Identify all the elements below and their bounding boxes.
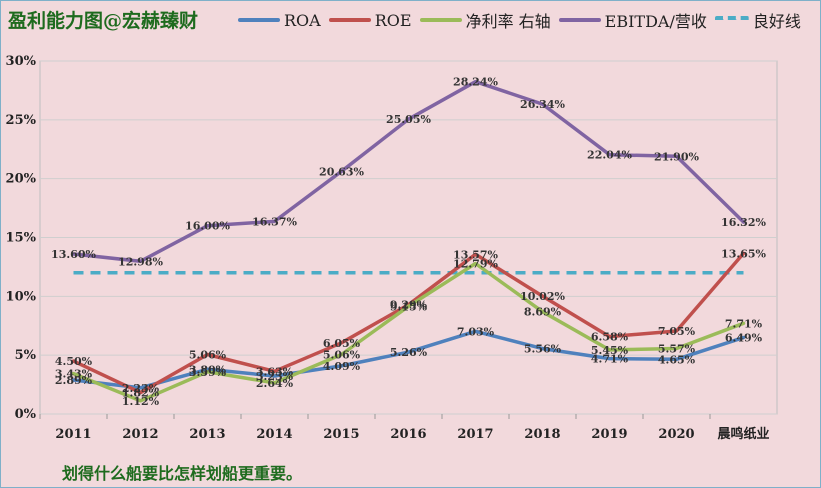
data-label: 3.43% xyxy=(55,368,93,381)
x-tick-label: 2012 xyxy=(122,427,158,442)
series-lines xyxy=(71,79,746,403)
footer-quote: 划得什么船要比怎样划船更重要。 xyxy=(62,464,303,483)
data-label: 25.05% xyxy=(386,113,431,126)
legend-item-roa: ROA xyxy=(238,11,321,30)
x-tick-label: 2019 xyxy=(591,427,627,442)
data-label: 3.63% xyxy=(256,365,294,378)
data-label: 16.00% xyxy=(185,220,230,233)
x-tick-label: 2014 xyxy=(256,427,292,442)
legend-item-net-margin: 净利率 右轴 xyxy=(419,8,551,32)
data-label: 6.05% xyxy=(323,337,361,350)
data-label: 2.89% xyxy=(55,374,93,387)
y-tick-label: 30% xyxy=(6,54,37,69)
data-label: 16.32% xyxy=(721,216,766,229)
data-label: 1.82% xyxy=(122,387,160,400)
roa-line xyxy=(71,329,746,390)
data-label: 12.79% xyxy=(453,258,498,271)
legend-label-good-line: 良好线 xyxy=(752,12,801,31)
data-label: 5.06% xyxy=(189,348,227,361)
x-tick-label: 2016 xyxy=(390,427,426,442)
data-label: 3.23% xyxy=(256,370,294,383)
data-label: 13.65% xyxy=(721,247,766,260)
data-label: 1.12% xyxy=(122,395,160,408)
legend-swatch-roe xyxy=(328,18,371,22)
ebitda-line xyxy=(71,79,746,264)
legend-swatch-net-margin xyxy=(419,18,462,22)
data-label: 10.02% xyxy=(520,290,565,303)
data-label: 13.60% xyxy=(51,248,96,261)
legend-label-roe: ROE xyxy=(374,10,412,30)
legend-item-roe: ROE xyxy=(328,10,412,30)
data-label: 4.65% xyxy=(658,353,696,366)
data-label: 6.49% xyxy=(725,332,763,345)
data-label: 9.15% xyxy=(390,300,428,313)
data-label: 3.80% xyxy=(189,363,227,376)
data-label: 5.26% xyxy=(390,346,428,359)
legend-swatch-good-line xyxy=(714,16,749,24)
data-label: 8.69% xyxy=(524,306,562,319)
legend-swatch-ebitda xyxy=(558,18,601,22)
x-tick-label: 2015 xyxy=(323,427,359,442)
legend-label-ebitda: EBITDA/营收 xyxy=(604,12,707,31)
data-label: 28.24% xyxy=(453,76,498,89)
y-tick-label: 20% xyxy=(6,172,37,187)
data-label: 13.57% xyxy=(453,248,498,261)
data-label: 21.90% xyxy=(654,150,699,163)
data-label: 4.09% xyxy=(323,360,361,373)
data-label: 4.71% xyxy=(591,353,629,366)
data-label: 5.45% xyxy=(591,344,629,357)
y-tick-label: 15% xyxy=(6,231,37,246)
data-labels: 2.89% 2.23% 3.80% 3.23% 4.09% 5.26% 7.03% 5.56%… xyxy=(51,76,766,408)
x-tick-label: 2020 xyxy=(658,427,694,442)
legend-label-net-margin: 净利率 右轴 xyxy=(465,12,551,31)
legend-swatch-roa xyxy=(238,18,280,22)
data-label: 3.59% xyxy=(189,366,227,379)
y-tick-label: 5% xyxy=(15,348,37,363)
x-tick-label: 2017 xyxy=(457,427,493,442)
data-label: 7.71% xyxy=(725,317,763,330)
data-label: 4.50% xyxy=(55,355,93,368)
legend: ROA ROE 净利率 右轴 EBITDA/营收 良好线 xyxy=(238,8,809,32)
x-tick-label: 2013 xyxy=(189,427,225,442)
chart-title: 盈利能力图@宏赫臻财 xyxy=(8,10,199,32)
x-tick-label: 2011 xyxy=(55,427,91,442)
legend-item-good-line: 良好线 xyxy=(714,8,801,32)
legend-item-ebitda: EBITDA/营收 xyxy=(558,8,707,32)
y-axis: 0% 5% 10% 15% 20% 25% 30% xyxy=(6,54,37,422)
y-tick-label: 10% xyxy=(6,289,37,304)
data-label: 16.37% xyxy=(252,215,297,228)
data-label: 7.05% xyxy=(658,325,696,338)
x-tick-label: 2018 xyxy=(524,427,560,442)
y-tick-label: 0% xyxy=(15,407,37,422)
data-label: 12.98% xyxy=(118,255,163,268)
data-label: 2.23% xyxy=(122,382,160,395)
x-axis: 2011 2012 2013 2014 2015 2016 2017 2018 2019 2020… xyxy=(39,414,770,442)
x-tick-label: 晨鸣纸业 xyxy=(717,426,769,442)
y-tick-label: 25% xyxy=(6,113,37,128)
data-label: 9.29% xyxy=(390,299,428,312)
net-margin-line xyxy=(71,261,746,403)
data-label: 5.06% xyxy=(323,348,361,361)
legend-label-roa: ROA xyxy=(284,10,321,30)
data-label: 5.57% xyxy=(658,342,696,355)
data-label: 7.03% xyxy=(457,325,495,338)
data-label: 26.34% xyxy=(520,98,565,111)
data-label: 2.64% xyxy=(256,377,294,390)
data-label: 22.04% xyxy=(587,149,632,162)
data-label: 5.56% xyxy=(524,343,562,356)
data-label: 20.63% xyxy=(319,165,364,178)
data-label: 6.58% xyxy=(591,331,629,344)
